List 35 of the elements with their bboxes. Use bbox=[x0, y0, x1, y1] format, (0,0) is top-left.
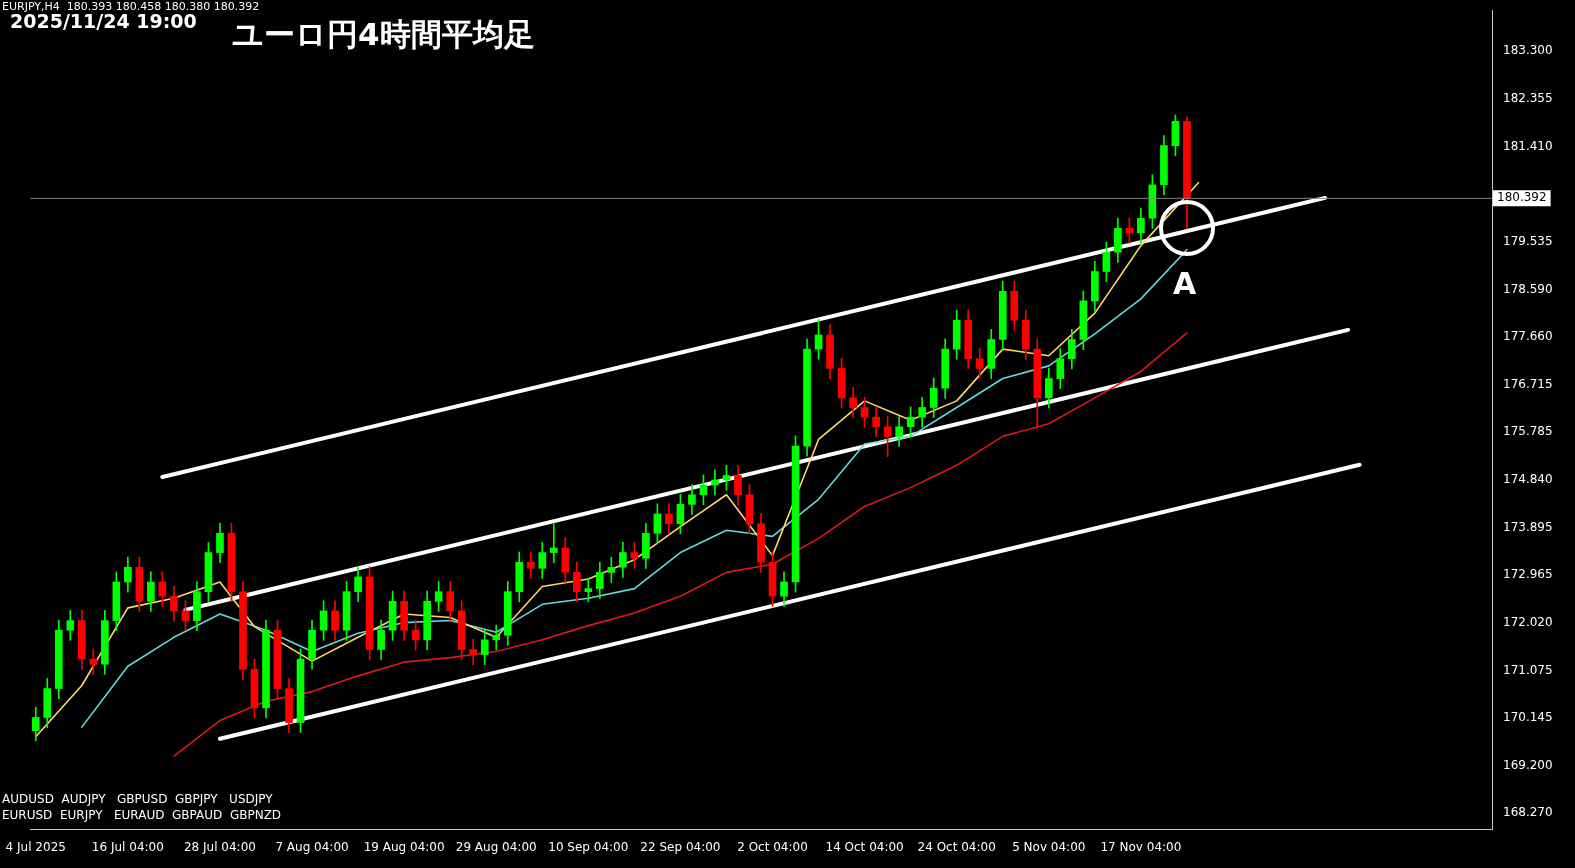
x-tick-label: 22 Sep 04:00 bbox=[640, 839, 721, 854]
annotation: AUDUSD AUDJPY GBPUSD GBPJPY USDJPY bbox=[2, 792, 273, 806]
y-tick-label: 168.270 bbox=[1503, 805, 1553, 820]
y-tick-label: 183.300 bbox=[1503, 42, 1553, 57]
x-tick-label: 2 Oct 04:00 bbox=[737, 839, 808, 854]
x-tick-label: 5 Nov 04:00 bbox=[1012, 839, 1086, 854]
x-tick-label: 28 Jul 04:00 bbox=[183, 839, 256, 854]
y-tick-label: 172.020 bbox=[1503, 615, 1553, 630]
y-tick-label: 170.145 bbox=[1503, 710, 1553, 725]
x-tick-label: 24 Oct 04:00 bbox=[917, 839, 996, 854]
y-tick-label: 177.660 bbox=[1503, 329, 1553, 344]
x-tick-label: 14 Oct 04:00 bbox=[825, 839, 904, 854]
annotation: A bbox=[1172, 266, 1197, 302]
x-tick-label: 16 Jul 04:00 bbox=[91, 839, 164, 854]
x-tick-label: 17 Nov 04:00 bbox=[1100, 839, 1182, 854]
y-tick-label: 176.715 bbox=[1503, 377, 1553, 392]
annotation: EURJPY,H4 180.393 180.458 180.380 180.392 bbox=[2, 0, 260, 13]
y-tick-label: 169.200 bbox=[1503, 758, 1553, 773]
y-tick-label: 178.590 bbox=[1503, 281, 1553, 296]
x-tick-label: 19 Aug 04:00 bbox=[363, 839, 445, 854]
x-tick-label: 29 Aug 04:00 bbox=[455, 839, 537, 854]
y-tick-label: 182.355 bbox=[1503, 90, 1553, 105]
ref-line-label: 180.392 bbox=[1497, 190, 1547, 205]
y-tick-label: 174.840 bbox=[1503, 472, 1553, 487]
annotation: EURUSD EURJPY EURAUD GBPAUD GBPNZD bbox=[2, 808, 282, 822]
y-tick-label: 181.410 bbox=[1503, 138, 1553, 153]
y-tick-label: 173.895 bbox=[1503, 520, 1553, 535]
x-tick-label: 7 Aug 04:00 bbox=[275, 839, 349, 854]
y-tick-label: 171.075 bbox=[1503, 663, 1553, 678]
x-tick-label: 4 Jul 2025 bbox=[5, 839, 66, 854]
y-tick-label: 179.535 bbox=[1503, 233, 1553, 248]
y-tick-label: 172.965 bbox=[1503, 567, 1553, 582]
chart-title: ユーロ円4時間平均足 bbox=[232, 15, 535, 54]
x-tick-label: 10 Sep 04:00 bbox=[548, 839, 629, 854]
y-tick-label: 175.785 bbox=[1503, 424, 1553, 439]
